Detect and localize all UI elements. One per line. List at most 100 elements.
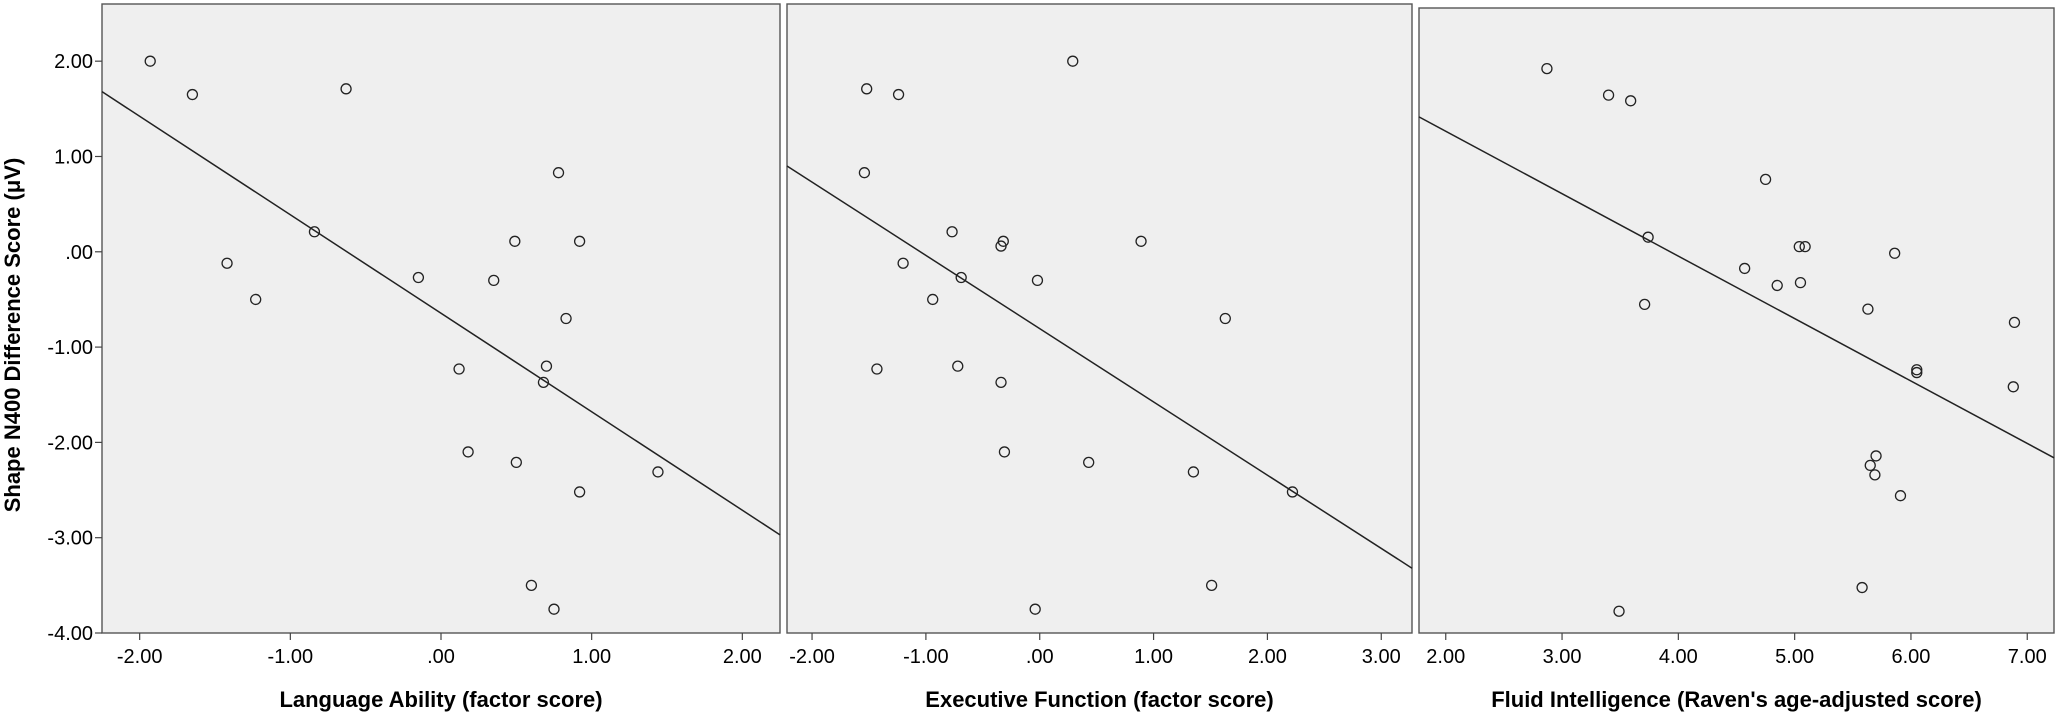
- x-tick-label: 2.00: [723, 646, 762, 668]
- data-point: [548, 603, 560, 615]
- data-point: [1067, 55, 1079, 67]
- data-point: [2007, 381, 2019, 393]
- y-tick-label: -1.00: [47, 337, 93, 359]
- data-point: [1642, 231, 1654, 243]
- data-point: [892, 88, 905, 101]
- data-point: [186, 88, 199, 101]
- data-point: [652, 466, 664, 478]
- data-point: [1625, 95, 1637, 107]
- data-point: [1793, 240, 1805, 253]
- x-tick-label: 3.00: [1543, 646, 1582, 668]
- data-point: [573, 235, 586, 247]
- data-point: [1911, 366, 1923, 379]
- x-tick-label: 2.00: [1248, 646, 1287, 668]
- regression-line: [101, 91, 781, 536]
- panel-fluid-intelligence: 2.00 3.00 4.00 5.00 6.00 7.00 Fluid Intelligen…: [1418, 7, 2055, 712]
- x-tick-label: 7.00: [2008, 646, 2047, 668]
- y-tick-label: -4.00: [47, 623, 93, 645]
- data-point: [340, 83, 352, 95]
- data-point: [1869, 469, 1881, 481]
- data-point: [995, 240, 1007, 252]
- data-point: [488, 274, 500, 287]
- data-point: [952, 360, 964, 372]
- data-point: [453, 363, 465, 375]
- data-point: [525, 579, 538, 591]
- data-point: [308, 226, 321, 238]
- data-point: [1794, 276, 1807, 289]
- data-point: [560, 312, 572, 325]
- data-point: [1771, 279, 1783, 292]
- x-tick-label: .00: [427, 646, 455, 668]
- plot-area: [101, 3, 781, 634]
- data-point: [221, 257, 233, 269]
- data-point: [1286, 486, 1299, 498]
- data-point: [1894, 490, 1907, 502]
- data-point: [1031, 274, 1044, 287]
- data-point: [1541, 62, 1553, 75]
- data-point: [1638, 298, 1651, 311]
- plot-area: [786, 3, 1413, 634]
- data-point: [1799, 240, 1811, 253]
- data-point: [2008, 316, 2021, 329]
- x-tick-label: -1.00: [903, 646, 949, 668]
- data-point: [462, 446, 474, 458]
- data-point: [927, 293, 939, 306]
- x-tick-label: -1.00: [268, 646, 314, 668]
- data-point: [412, 271, 425, 284]
- x-tick-label: 1.00: [1134, 646, 1173, 668]
- x-axis-label: Executive Function (factor score): [925, 687, 1273, 712]
- data-point: [540, 360, 553, 372]
- data-point: [955, 271, 967, 284]
- x-tick-label: 5.00: [1775, 646, 1814, 668]
- data-point: [1205, 579, 1218, 591]
- data-point: [1219, 312, 1231, 325]
- data-point: [1889, 247, 1901, 259]
- data-point: [1602, 89, 1615, 101]
- data-point: [1911, 364, 1923, 376]
- x-axis-label: Fluid Intelligence (Raven's age-adjusted…: [1491, 687, 1982, 712]
- data-point: [1870, 450, 1882, 462]
- panel-executive-function: -2.00 -1.00 .00 1.00 2.00 3.00 Executive Funct…: [786, 3, 1413, 712]
- regression-line: [786, 165, 1413, 569]
- y-tick-label: 2.00: [54, 51, 93, 73]
- x-tick-label: 1.00: [572, 646, 611, 668]
- data-point: [871, 363, 883, 375]
- data-point: [1135, 235, 1147, 247]
- data-point: [552, 167, 565, 179]
- x-tick-label: 4.00: [1659, 646, 1698, 668]
- data-point: [1613, 605, 1625, 617]
- data-point: [946, 226, 958, 238]
- y-tick-label: -3.00: [47, 528, 93, 550]
- data-point: [998, 446, 1011, 458]
- data-point: [510, 456, 522, 469]
- regression-line: [1418, 116, 2055, 459]
- data-point: [995, 376, 1007, 389]
- data-point: [573, 486, 586, 498]
- y-axis-label: Shape N400 Difference Score (μV): [0, 158, 25, 513]
- y-tick-label: 1.00: [54, 146, 93, 168]
- data-point: [1759, 173, 1772, 186]
- x-tick-label: -2.00: [789, 646, 835, 668]
- data-point: [1862, 303, 1874, 315]
- data-point: [144, 55, 156, 67]
- data-point: [1029, 603, 1041, 615]
- x-tick-label: .00: [1026, 646, 1054, 668]
- data-point: [1856, 581, 1868, 594]
- x-tick-label: -2.00: [117, 646, 163, 668]
- data-point: [250, 293, 262, 306]
- x-tick-label: 2.00: [1426, 646, 1465, 668]
- y-tick-label: .00: [65, 242, 93, 264]
- x-axis-label: Language Ability (factor score): [279, 687, 602, 712]
- panel-language-ability: -2.00 -1.00 .00 1.00 2.00 2.00 1.00 .00 -1.00 -2.…: [47, 3, 781, 712]
- y-tick-label: -2.00: [47, 432, 93, 454]
- x-tick-label: 3.00: [1362, 646, 1401, 668]
- data-point: [858, 167, 871, 179]
- plot-area: [1418, 7, 2055, 634]
- data-point: [537, 376, 550, 389]
- data-point: [897, 257, 909, 269]
- data-point: [1864, 459, 1876, 472]
- data-point: [1083, 456, 1095, 469]
- data-point: [1187, 466, 1200, 478]
- data-point: [1738, 262, 1751, 275]
